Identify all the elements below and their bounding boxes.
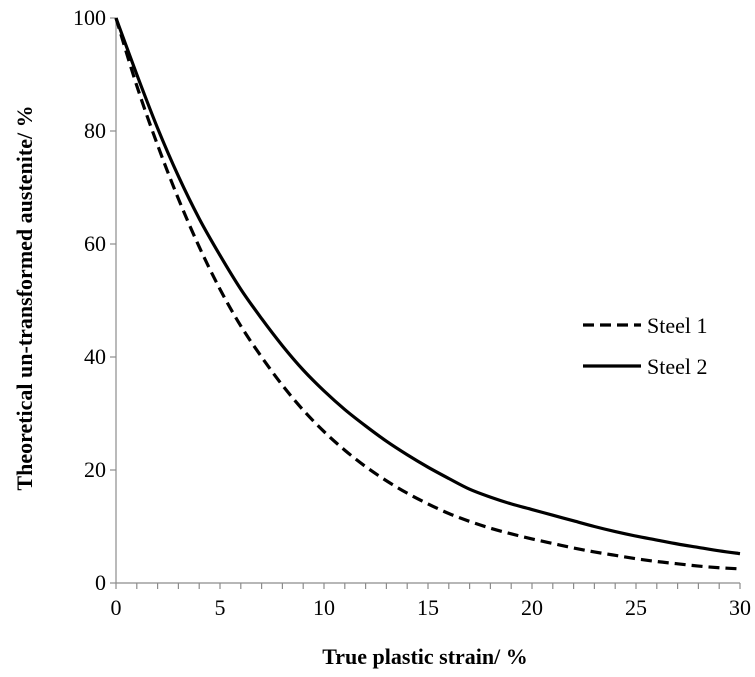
legend-label-steel-2: Steel 2 [647,354,708,379]
axis-ticks: 0 20 40 60 80 100 0 5 10 15 20 25 30 [73,5,751,620]
x-tick-label: 20 [521,595,543,620]
series-line-steel-2 [114,17,741,556]
y-axis-title: Theoretical un-transformed austenite/ % [12,105,37,490]
y-tick-label: 80 [84,118,106,143]
y-tick-label: 60 [84,231,106,256]
y-tick-label: 0 [95,570,106,595]
x-axis-title: True plastic strain/ % [322,644,528,669]
x-tick-label: 30 [729,595,751,620]
x-tick-label: 10 [313,595,335,620]
y-tick-label: 20 [84,457,106,482]
y-tick-label: 100 [73,5,106,30]
series-line-steel-1 [114,17,741,571]
x-tick-label: 0 [111,595,122,620]
legend: Steel 1 Steel 2 [583,313,708,379]
legend-label-steel-1: Steel 1 [647,313,708,338]
y-tick-label: 40 [84,344,106,369]
x-tick-label: 15 [417,595,439,620]
x-tick-label: 5 [215,595,226,620]
axes [115,18,740,584]
series-layer [114,17,741,571]
x-tick-label: 25 [625,595,647,620]
